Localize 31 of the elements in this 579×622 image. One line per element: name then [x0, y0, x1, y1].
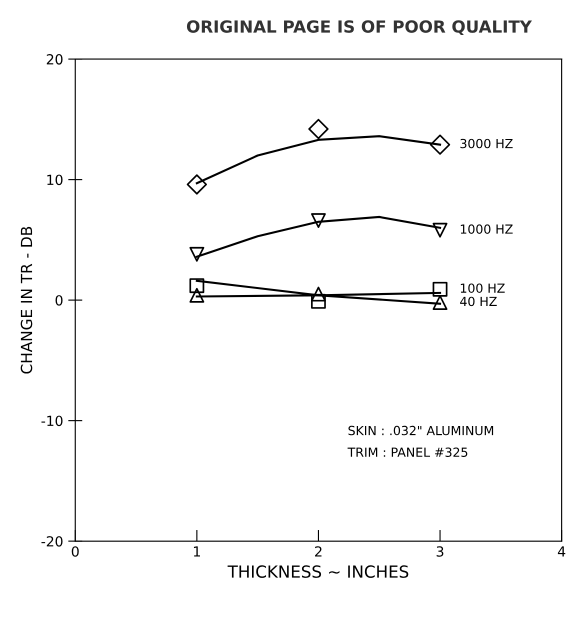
y-axis-title: CHANGE IN TR - DB — [20, 226, 32, 374]
point — [432, 222, 448, 238]
y-tick-label: 10 — [47, 174, 63, 186]
point — [430, 134, 450, 155]
x-axis-title: THICKNESS ~ INCHES — [228, 565, 408, 578]
series-label: 3000 HZ — [460, 138, 513, 148]
annotation: SKIN : .032" ALUMINUM — [348, 426, 494, 436]
series-label: 100 HZ — [460, 283, 505, 293]
annotation: TRIM : PANEL #325 — [348, 448, 468, 457]
x-tick-label: 2 — [315, 546, 322, 557]
x-tick-label: 3 — [436, 546, 444, 557]
y-tick-label: 20 — [46, 54, 63, 65]
y-tick-label: -10 — [41, 416, 63, 426]
x-tick-label: 0 — [72, 546, 79, 557]
point — [311, 213, 326, 228]
x-tick-label: 4 — [558, 546, 566, 557]
point — [186, 174, 208, 195]
y-tick-label: -20 — [41, 536, 63, 547]
y-tick-label: 0 — [56, 295, 63, 306]
text: ORIGINAL PAGE IS OF POOR QUALITY — [186, 20, 532, 36]
point — [311, 286, 326, 302]
point — [189, 246, 204, 262]
point — [189, 278, 204, 294]
point — [189, 288, 204, 303]
x-tick-label: 1 — [194, 546, 200, 557]
point — [311, 294, 326, 309]
point — [308, 118, 329, 140]
series-label: 40 HZ — [460, 296, 497, 306]
point — [432, 295, 448, 310]
point — [432, 282, 448, 297]
series-label: 1000 HZ — [460, 224, 513, 234]
